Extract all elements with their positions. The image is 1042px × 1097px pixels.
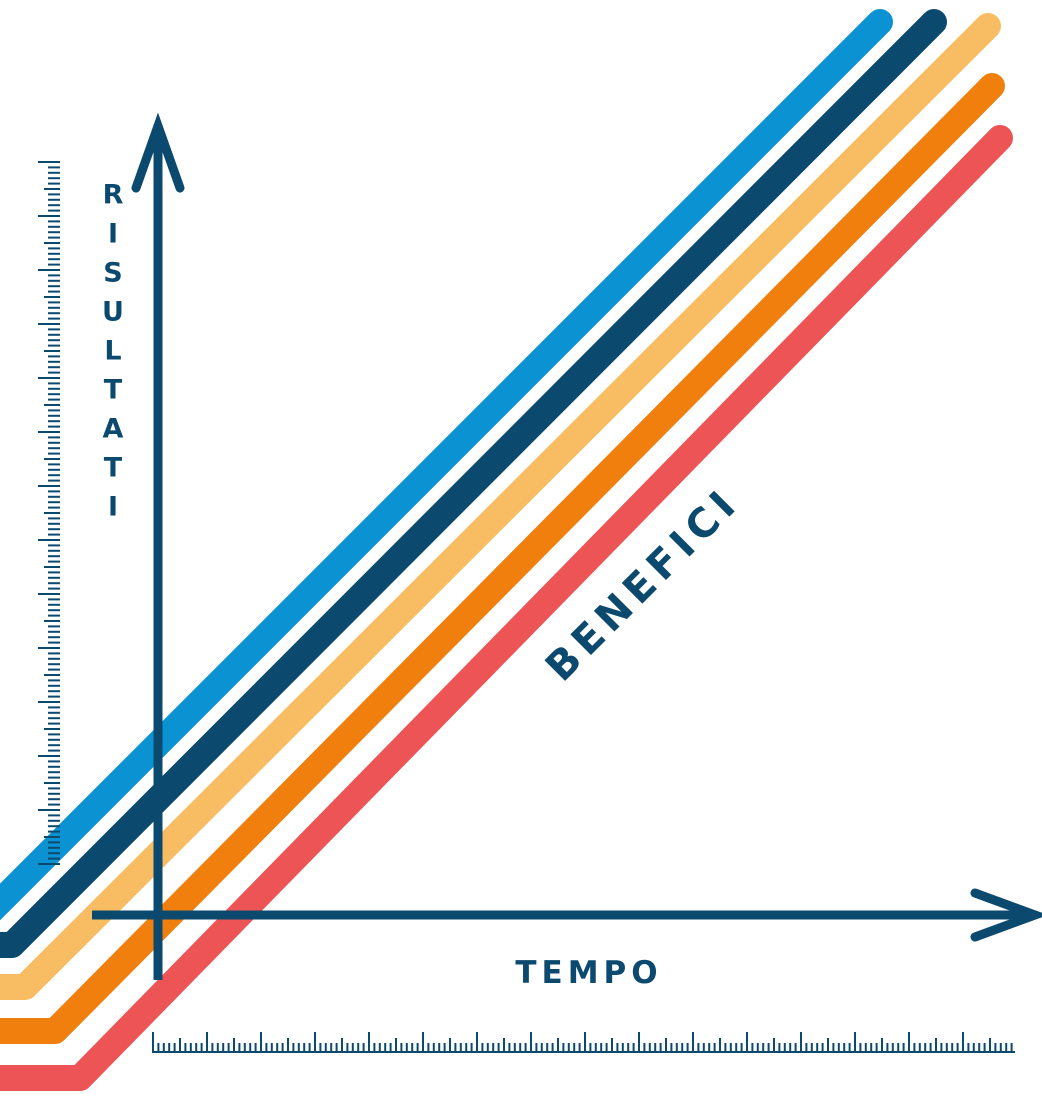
stripe-navy [0,9,947,958]
vertical-ruler [38,161,60,865]
stripe-blue [0,9,893,921]
stripe-group [0,9,1013,1091]
y-axis-arrowhead [131,112,185,193]
x-axis-arrowhead [970,888,1042,942]
x-axis-label: TEMPO [515,955,662,991]
horizontal-ruler [152,1032,1015,1053]
axes [92,112,1042,980]
stripe-orange [0,73,1005,1044]
stripe-light-orange [0,13,1001,1000]
stripe-red [0,125,1013,1091]
y-axis-label: RISULTATI [98,180,129,531]
